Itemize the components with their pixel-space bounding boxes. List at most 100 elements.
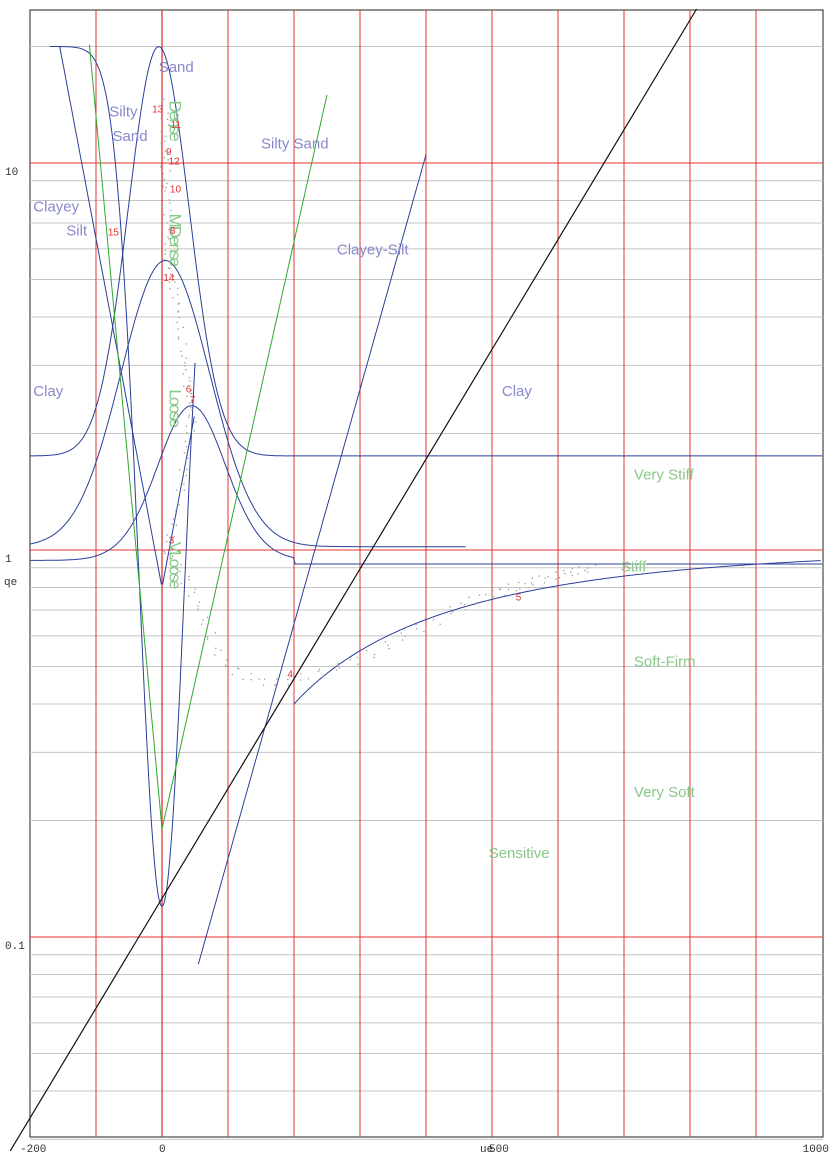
soil-type-label: Clayey [33, 198, 79, 215]
soil-type-label: Clay [502, 383, 533, 400]
data-point [544, 577, 546, 579]
data-point [191, 409, 193, 411]
data-point [176, 321, 178, 323]
data-point [335, 669, 338, 671]
data-point [493, 595, 495, 598]
data-point [168, 124, 170, 126]
data-point [224, 664, 227, 666]
data-point [161, 206, 163, 208]
x-tick-label: 500 [489, 1144, 509, 1156]
boundary-wedge-inner [49, 46, 196, 908]
data-point [177, 293, 179, 296]
data-point [432, 616, 434, 619]
data-point [274, 684, 276, 686]
data-point [160, 166, 162, 168]
data-point [177, 338, 180, 340]
classification-boundaries [29, 44, 822, 965]
data-point [463, 604, 466, 606]
data-point [169, 268, 171, 270]
data-point [161, 193, 163, 196]
data-point [231, 673, 233, 676]
data-point [349, 659, 352, 661]
data-point [188, 402, 191, 404]
data-point [570, 571, 572, 573]
depth-point-label: 15 [108, 227, 120, 238]
data-point [167, 112, 169, 114]
data-point [183, 489, 185, 491]
data-point [166, 534, 168, 536]
x-tick-label: 1000 [803, 1144, 829, 1156]
data-point [170, 209, 172, 212]
soil-type-label: Clayey-Silt [337, 242, 410, 259]
data-point [439, 623, 441, 625]
soil-type-label: Silty [109, 103, 138, 120]
depth-point-label: 13 [152, 105, 164, 116]
data-point [160, 130, 162, 133]
data-point [178, 302, 180, 304]
data-point [185, 425, 188, 427]
data-point [191, 392, 193, 395]
data-point [242, 678, 244, 680]
data-point [180, 350, 182, 353]
data-point [162, 104, 164, 106]
data-point [194, 588, 196, 590]
data-point [173, 535, 176, 538]
data-point [384, 641, 387, 643]
data-point [186, 432, 188, 434]
boundary-wedge-outer [59, 46, 195, 585]
depth-point-label: 3 [169, 535, 175, 546]
data-point [170, 260, 172, 262]
data-point [238, 668, 240, 670]
data-point [164, 552, 166, 555]
data-point [163, 214, 165, 216]
data-point [162, 172, 164, 175]
data-point [262, 684, 265, 686]
soil-type-label: Silty Sand [261, 136, 329, 153]
data-point [250, 679, 252, 681]
data-point [584, 569, 586, 571]
soil-type-label: Sand [159, 59, 194, 76]
soil-type-label: Silt [66, 222, 88, 239]
data-point [164, 140, 166, 143]
y-tick-label: 10 [5, 167, 18, 179]
data-point [201, 623, 203, 625]
data-point [169, 288, 171, 290]
data-point [337, 662, 339, 664]
data-point [198, 601, 200, 603]
y-tick-label: 1 [5, 554, 12, 566]
data-point [186, 468, 188, 471]
data-point [357, 663, 359, 665]
data-point [215, 647, 217, 649]
data-point [177, 336, 180, 338]
depth-point-label: 4 [287, 670, 293, 681]
data-point [543, 582, 546, 584]
depth-point-label: 11 [171, 120, 182, 131]
data-point [507, 583, 510, 585]
data-point [170, 546, 172, 548]
data-point [524, 583, 526, 585]
data-point [162, 177, 164, 179]
data-point [237, 667, 239, 669]
data-point [182, 326, 184, 328]
data-point [317, 670, 320, 672]
data-point [318, 668, 321, 671]
data-point [515, 589, 518, 592]
data-point [185, 357, 188, 359]
data-point [169, 202, 171, 204]
data-point [401, 639, 404, 641]
data-point [176, 489, 178, 491]
soil-type-label: Clay [33, 383, 64, 400]
data-point [177, 287, 179, 290]
y-tick-label: 0.1 [5, 941, 25, 953]
data-point [160, 142, 162, 144]
data-point [532, 584, 534, 586]
data-point [160, 163, 162, 166]
data-point [373, 656, 375, 659]
data-point [519, 588, 521, 590]
consistency-label: Sensitive [489, 845, 550, 862]
data-point [172, 231, 174, 233]
data-point [185, 369, 187, 371]
depth-point-label: 12 [169, 157, 181, 168]
consistency-label: Very Stiff [634, 467, 695, 484]
data-point [188, 575, 190, 578]
